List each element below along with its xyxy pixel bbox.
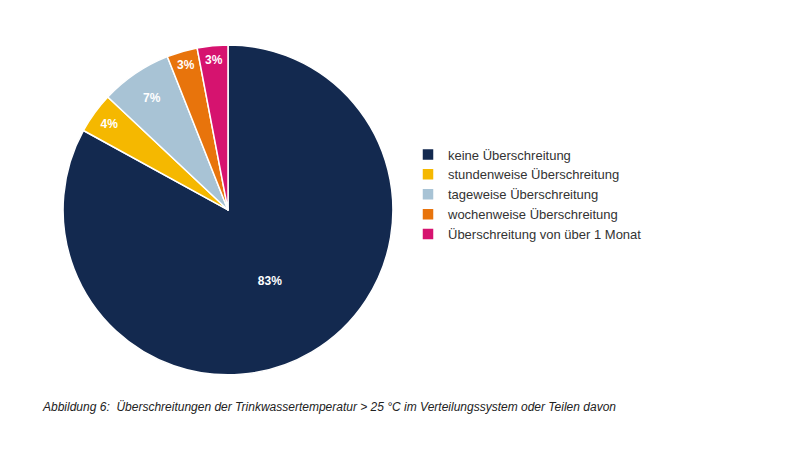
svg-text:stundenweise Überschreitung: stundenweise Überschreitung xyxy=(448,167,619,182)
svg-text:Abbildung 6: Überschreitungen: Abbildung 6: Überschreitungen der Trinkw… xyxy=(42,400,616,414)
svg-text:tageweise Überschreitung: tageweise Überschreitung xyxy=(448,187,598,202)
svg-text:3%: 3% xyxy=(177,58,195,72)
svg-text:Überschreitung von über 1 Mona: Überschreitung von über 1 Monat xyxy=(448,227,641,242)
svg-text:keine Überschreitung: keine Überschreitung xyxy=(448,148,571,163)
svg-text:4%: 4% xyxy=(101,117,119,131)
svg-text:wochenweise Überschreitung: wochenweise Überschreitung xyxy=(447,207,618,222)
svg-text:3%: 3% xyxy=(205,53,223,67)
svg-text:7%: 7% xyxy=(143,91,161,105)
svg-text:83%: 83% xyxy=(258,274,282,288)
